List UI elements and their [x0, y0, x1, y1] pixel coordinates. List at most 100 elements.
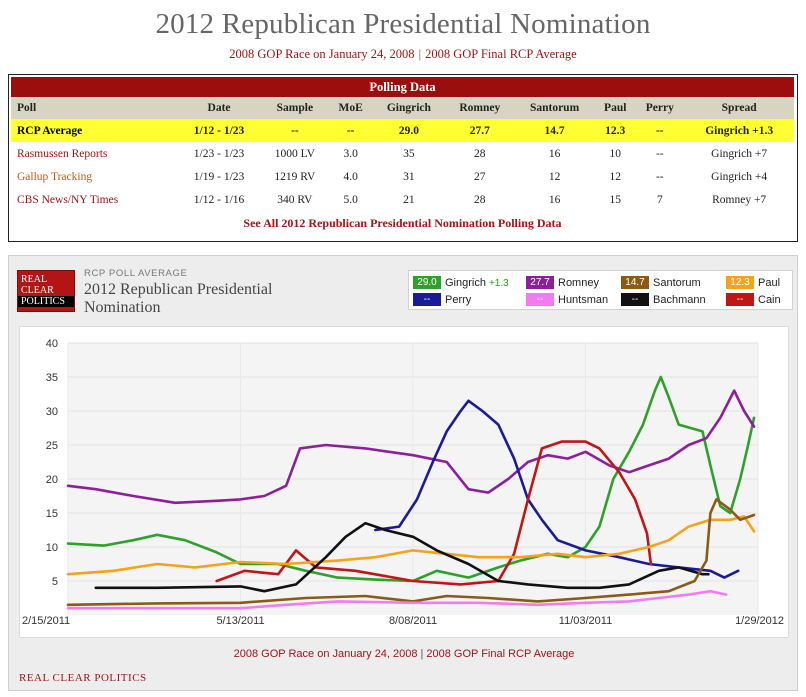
table-row: Gallup Tracking 1/19 - 1/23 1219 RV 4.0 …	[11, 165, 794, 188]
legend-item-perry[interactable]: -- Perry	[413, 293, 471, 307]
cell-moe: 5.0	[343, 193, 358, 206]
cell-spread: Gingrich +7	[711, 147, 768, 160]
y-tick-label: 40	[46, 338, 58, 350]
col-poll[interactable]: Poll	[11, 97, 178, 119]
cell-romney: 28	[474, 147, 486, 160]
logo-word-2: CLEAR	[21, 285, 54, 296]
x-tick-label: 11/03/2011	[559, 615, 612, 627]
cell-spread: Gingrich +4	[711, 170, 768, 183]
legend-item-santorum[interactable]: 14.7 Santorum	[621, 276, 701, 290]
series-line-perry	[373, 399, 740, 579]
cell-gingrich: 29.0	[372, 119, 446, 142]
legend-item-bachmann[interactable]: -- Bachmann	[621, 293, 706, 307]
table-row: CBS News/NY Times 1/12 - 1/16 340 RV 5.0…	[11, 188, 794, 211]
series-line-santorum	[66, 498, 756, 607]
legend-item-huntsman[interactable]: -- Huntsman	[526, 293, 608, 307]
cell-paul: 15	[609, 193, 621, 206]
cell-gingrich: 21	[403, 193, 415, 206]
link-2008-gop-race[interactable]: 2008 GOP Race on January 24, 2008	[229, 47, 415, 61]
y-tick-label: 10	[46, 542, 58, 554]
col-moe[interactable]: MoE	[329, 97, 373, 119]
cell-sample: 1219 RV	[274, 170, 316, 183]
legend-badge: 12.3	[726, 276, 754, 289]
cell-spread: Gingrich +1.3	[684, 119, 794, 142]
col-perry[interactable]: Perry	[635, 97, 685, 119]
header-links: 2008 GOP Race on January 24, 2008 | 2008 G…	[0, 47, 806, 62]
cell-romney: 27	[474, 170, 486, 183]
cell-sample: 1000 LV	[274, 147, 315, 160]
polling-data-heading: Polling Data	[11, 77, 794, 97]
y-tick-label: 35	[46, 372, 58, 384]
cell-santorum: 14.7	[514, 119, 596, 142]
x-tick-label: 5/13/2011	[216, 615, 264, 627]
polling-header-row: Poll Date Sample MoE Gingrich Romney San…	[11, 97, 794, 119]
chart-legend: 29.0 Gingrich +1.3 27.7 Romney 14.7 Santorum 12…	[408, 270, 793, 310]
logo-word-1: REAL	[21, 274, 48, 285]
see-all-polling-link[interactable]: See All 2012 Republican Presidential Nom…	[243, 216, 562, 230]
legend-spread: +1.3	[488, 278, 509, 289]
legend-label: Gingrich	[445, 277, 486, 289]
cell-spread: Romney +7	[712, 193, 767, 206]
table-row: Rasmussen Reports 1/23 - 1/23 1000 LV 3.…	[11, 142, 794, 165]
legend-label: Paul	[758, 277, 781, 289]
legend-badge: 27.7	[526, 276, 554, 289]
col-paul[interactable]: Paul	[595, 97, 636, 119]
col-sample[interactable]: Sample	[260, 97, 330, 119]
plot-area: 5 10 15 20 25 30 35 40 2/15/2011 5/13/2011 8/08/20…	[19, 326, 789, 638]
logo-word-3: POLITICS	[18, 296, 74, 307]
x-tick-label: 8/08/2011	[389, 615, 437, 627]
chart-kicker: RCP POLL AVERAGE	[84, 268, 188, 279]
footer-link-separator: |	[420, 648, 424, 660]
series-line-gingrich	[66, 375, 756, 583]
chart-footer-links: 2008 GOP Race on January 24, 2008 | 2008 G…	[9, 648, 799, 660]
polling-data-box: Polling Data Poll Date Sample MoE Gingri…	[8, 74, 798, 242]
cell-santorum: 16	[548, 147, 561, 160]
chart-title: 2012 Republican Presidential Nomination	[84, 281, 273, 316]
cell-date: 1/23 - 1/23	[193, 147, 245, 160]
cell-paul: 10	[609, 147, 621, 160]
legend-item-cain[interactable]: -- Cain	[726, 293, 781, 307]
series-line-huntsman	[66, 589, 728, 610]
y-tick-label: 20	[46, 474, 58, 486]
y-tick-label: 30	[46, 406, 58, 418]
line-chart: 5 10 15 20 25 30 35 40 2/15/2011 5/13/2011 8/08/20…	[22, 338, 784, 627]
legend-badge: --	[526, 293, 554, 306]
legend-badge: 29.0	[413, 276, 441, 289]
legend-badge: --	[621, 293, 649, 306]
cell-santorum: 16	[548, 193, 561, 206]
x-tick-label: 1/29/2012	[735, 615, 784, 627]
col-date[interactable]: Date	[177, 97, 261, 119]
col-spread[interactable]: Spread	[684, 97, 794, 119]
cell-date: 1/12 - 1/23	[177, 119, 261, 142]
series-line-bachmann	[94, 521, 710, 593]
legend-label: Huntsman	[558, 294, 609, 306]
x-tick-label: 2/15/2011	[22, 615, 70, 627]
legend-item-romney[interactable]: 27.7 Romney	[526, 276, 599, 290]
y-tick-label: 15	[46, 508, 58, 520]
rcp-footer-label[interactable]: REAL CLEAR POLITICS	[19, 672, 147, 684]
cell-perry: --	[635, 119, 685, 142]
legend-item-gingrich[interactable]: 29.0 Gingrich +1.3	[413, 276, 509, 290]
cell-perry: --	[655, 170, 664, 183]
link-2008-final-average[interactable]: 2008 GOP Final RCP Average	[425, 47, 577, 61]
chart-panel: REAL CLEAR POLITICS RCP POLL AVERAGE 201…	[8, 255, 798, 691]
col-romney[interactable]: Romney	[445, 97, 514, 119]
cell-gingrich: 35	[403, 147, 415, 160]
poll-link-cbs-nyt[interactable]: CBS News/NY Times	[17, 193, 119, 206]
poll-link-gallup[interactable]: Gallup Tracking	[17, 170, 93, 183]
series-line-romney	[66, 389, 756, 505]
legend-badge: --	[413, 293, 441, 306]
cell-gingrich: 31	[403, 170, 415, 183]
footer-link-2008-final-average[interactable]: 2008 GOP Final RCP Average	[426, 648, 575, 660]
cell-santorum: 12	[548, 170, 561, 183]
col-santorum[interactable]: Santorum	[514, 97, 596, 119]
legend-item-paul[interactable]: 12.3 Paul	[726, 276, 780, 290]
cell-perry: --	[655, 147, 664, 160]
footer-link-2008-gop-race[interactable]: 2008 GOP Race on January 24, 2008	[233, 648, 418, 660]
poll-link-rasmussen[interactable]: Rasmussen Reports	[17, 147, 108, 160]
col-gingrich[interactable]: Gingrich	[372, 97, 446, 119]
legend-label: Bachmann	[653, 294, 706, 306]
cell-romney: 27.7	[445, 119, 514, 142]
y-tick-label: 25	[46, 440, 58, 452]
rcp-logo[interactable]: REAL CLEAR POLITICS	[17, 270, 75, 312]
